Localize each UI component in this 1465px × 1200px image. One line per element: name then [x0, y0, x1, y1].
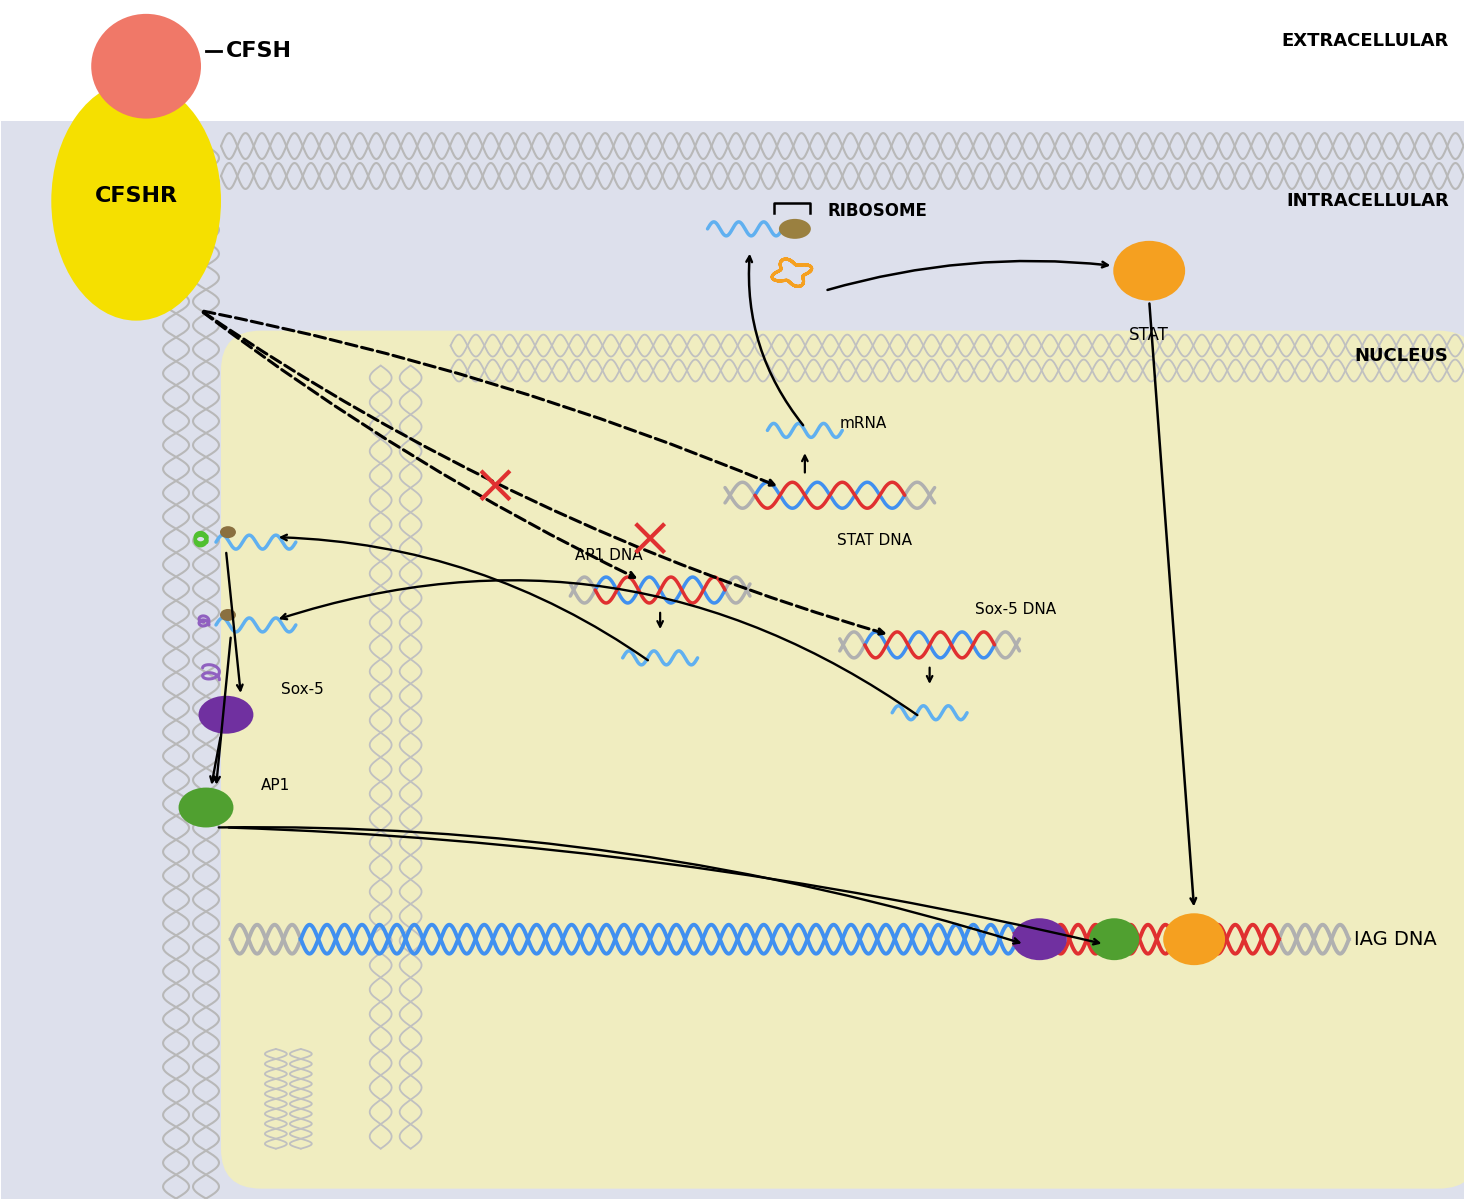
- Text: CFSH: CFSH: [226, 41, 292, 61]
- Ellipse shape: [1113, 241, 1185, 301]
- Text: EXTRACELLULAR: EXTRACELLULAR: [1282, 32, 1449, 50]
- Text: AP1: AP1: [261, 778, 290, 793]
- Text: STAT DNA: STAT DNA: [837, 533, 913, 548]
- Text: AP1 DNA: AP1 DNA: [576, 547, 643, 563]
- Ellipse shape: [1163, 913, 1225, 965]
- Bar: [1, 1, 1464, 121]
- Text: NUCLEUS: NUCLEUS: [1355, 347, 1449, 365]
- Text: Sox-5: Sox-5: [281, 683, 324, 697]
- Text: IAG DNA: IAG DNA: [1354, 930, 1437, 949]
- Ellipse shape: [220, 526, 236, 538]
- Ellipse shape: [1012, 918, 1067, 960]
- Text: mRNA: mRNA: [839, 416, 886, 431]
- Ellipse shape: [51, 82, 221, 320]
- Text: Sox-5 DNA: Sox-5 DNA: [974, 602, 1056, 618]
- Text: STAT: STAT: [1130, 325, 1169, 343]
- FancyBboxPatch shape: [221, 331, 1465, 1189]
- Ellipse shape: [220, 608, 236, 620]
- Ellipse shape: [1090, 918, 1140, 960]
- Ellipse shape: [91, 14, 201, 119]
- Ellipse shape: [179, 787, 233, 828]
- Text: RIBOSOME: RIBOSOME: [828, 202, 927, 220]
- Text: INTRACELLULAR: INTRACELLULAR: [1286, 192, 1449, 210]
- Ellipse shape: [199, 696, 253, 733]
- Ellipse shape: [779, 218, 810, 239]
- Text: CFSHR: CFSHR: [95, 186, 177, 206]
